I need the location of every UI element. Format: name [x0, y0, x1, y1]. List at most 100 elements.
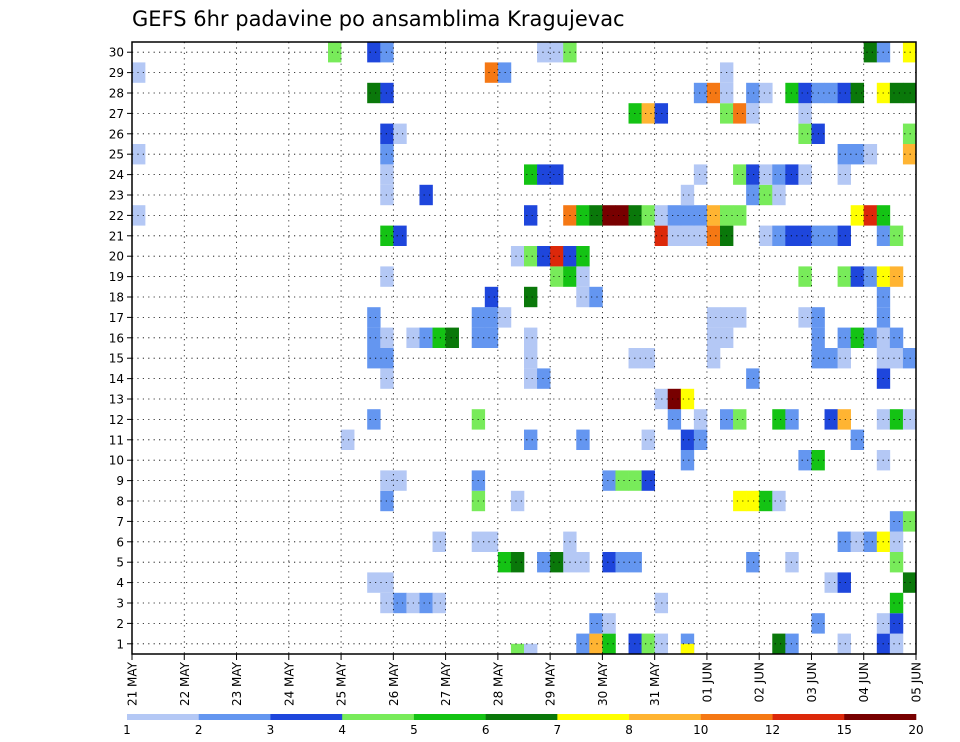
y-tick-label: 8 — [116, 495, 124, 509]
heatmap-cell — [484, 307, 499, 328]
heatmap-cell — [680, 205, 695, 226]
heatmap-cell — [863, 531, 878, 552]
heatmap-cell — [537, 42, 551, 63]
y-tick-label: 25 — [109, 148, 124, 162]
x-tick-label: 29 MAY — [544, 661, 558, 706]
heatmap-cell — [850, 266, 865, 287]
heatmap-cell — [576, 633, 590, 654]
heatmap-cell — [419, 327, 433, 348]
heatmap-cell — [759, 164, 773, 185]
y-tick-label: 4 — [116, 576, 124, 590]
heatmap-cell — [576, 246, 590, 267]
heatmap-cell — [537, 368, 551, 389]
heatmap-cell — [837, 633, 851, 654]
heatmap-cell — [693, 82, 708, 104]
heatmap-cell — [367, 409, 381, 430]
heatmap-cell — [889, 552, 904, 573]
x-tick-label: 22 MAY — [178, 661, 192, 706]
x-tick-label: 28 MAY — [491, 661, 505, 706]
colorbar-swatch — [772, 714, 845, 720]
heatmap-cell — [497, 552, 512, 573]
heatmap-cell — [824, 82, 838, 104]
heatmap-cell — [680, 225, 695, 246]
colorbar-label: 15 — [837, 723, 852, 737]
heatmap-cell — [889, 327, 904, 348]
colorbar-label: 20 — [908, 723, 923, 737]
heatmap-cell — [863, 144, 878, 165]
y-tick-label: 21 — [109, 229, 124, 243]
y-tick-label: 1 — [116, 637, 124, 651]
colorbar-swatch — [270, 714, 343, 720]
heatmap-cell — [837, 327, 851, 348]
heatmap-cell — [693, 225, 708, 246]
heatmap-cell — [641, 205, 655, 226]
y-tick-label: 23 — [109, 189, 124, 203]
y-tick-label: 29 — [109, 66, 124, 80]
colorbar-swatch — [629, 714, 702, 720]
chart-title: GEFS 6hr padavine po ansamblima Kragujev… — [132, 7, 625, 31]
y-tick-label: 11 — [109, 433, 124, 447]
heatmap-cell — [837, 348, 851, 369]
colorbar-label: 4 — [338, 723, 346, 737]
heatmap-cell — [393, 123, 407, 144]
heatmap-cell — [667, 409, 682, 430]
y-tick-label: 9 — [116, 474, 124, 488]
heatmap-cell — [693, 409, 708, 430]
heatmap-cell — [759, 184, 773, 206]
heatmap-cell — [419, 592, 433, 614]
heatmap-cell — [824, 225, 838, 246]
heatmap-cell — [785, 164, 799, 185]
heatmap-cell — [785, 633, 799, 654]
heatmap-cell — [798, 164, 812, 185]
heatmap-cell — [889, 633, 904, 654]
heatmap-cell — [641, 633, 655, 654]
heatmap-cell — [589, 286, 603, 308]
heatmap-cell — [889, 409, 904, 430]
heatmap-cell — [746, 490, 760, 512]
heatmap-cell — [772, 409, 786, 430]
y-tick-label: 14 — [109, 372, 124, 386]
heatmap-cell — [772, 490, 786, 512]
heatmap-cell — [497, 307, 512, 328]
heatmap-cell — [510, 246, 525, 267]
heatmap-cell — [746, 103, 760, 124]
heatmap-cell — [667, 225, 682, 246]
heatmap-cell — [667, 205, 682, 226]
y-axis-ticks: 1234567891011121314151617181920212223242… — [109, 46, 132, 651]
colorbar-label: 7 — [554, 723, 562, 737]
heatmap-cell — [132, 62, 146, 83]
heatmap-cell — [798, 266, 812, 287]
y-tick-label: 19 — [109, 270, 124, 284]
heatmap-cell — [863, 266, 878, 287]
y-tick-label: 2 — [116, 617, 124, 631]
x-tick-label: 05 JUN — [910, 662, 924, 702]
heatmap-cell — [550, 164, 564, 185]
heatmap-cell — [889, 531, 904, 552]
heatmap-cell — [602, 633, 616, 654]
heatmap-cell — [576, 266, 590, 287]
heatmap-cell — [863, 205, 878, 226]
heatmap-cell — [759, 225, 773, 246]
heatmap-cell — [733, 164, 747, 185]
heatmap-cell — [772, 225, 786, 246]
heatmap-cell — [706, 82, 721, 104]
colorbar-swatch — [127, 714, 200, 720]
heatmap-cell — [393, 470, 407, 491]
heatmap-cell — [837, 225, 851, 246]
heatmap-cell — [667, 388, 682, 410]
heatmap-cell — [706, 327, 721, 348]
heatmap-cell — [432, 592, 446, 614]
y-tick-label: 7 — [116, 515, 124, 529]
heatmap-cell — [537, 552, 551, 573]
heatmap-cell — [680, 429, 695, 450]
heatmap-cell — [889, 613, 904, 634]
colorbar-label: 2 — [195, 723, 203, 737]
heatmap-cell — [746, 552, 760, 573]
x-tick-label: 03 JUN — [805, 662, 819, 702]
heatmap-cell — [432, 531, 446, 552]
heatmap-cells — [132, 42, 917, 654]
heatmap-cell — [863, 327, 878, 348]
y-tick-label: 28 — [109, 87, 124, 101]
heatmap-cell — [484, 327, 499, 348]
x-tick-label: 27 MAY — [439, 661, 453, 706]
